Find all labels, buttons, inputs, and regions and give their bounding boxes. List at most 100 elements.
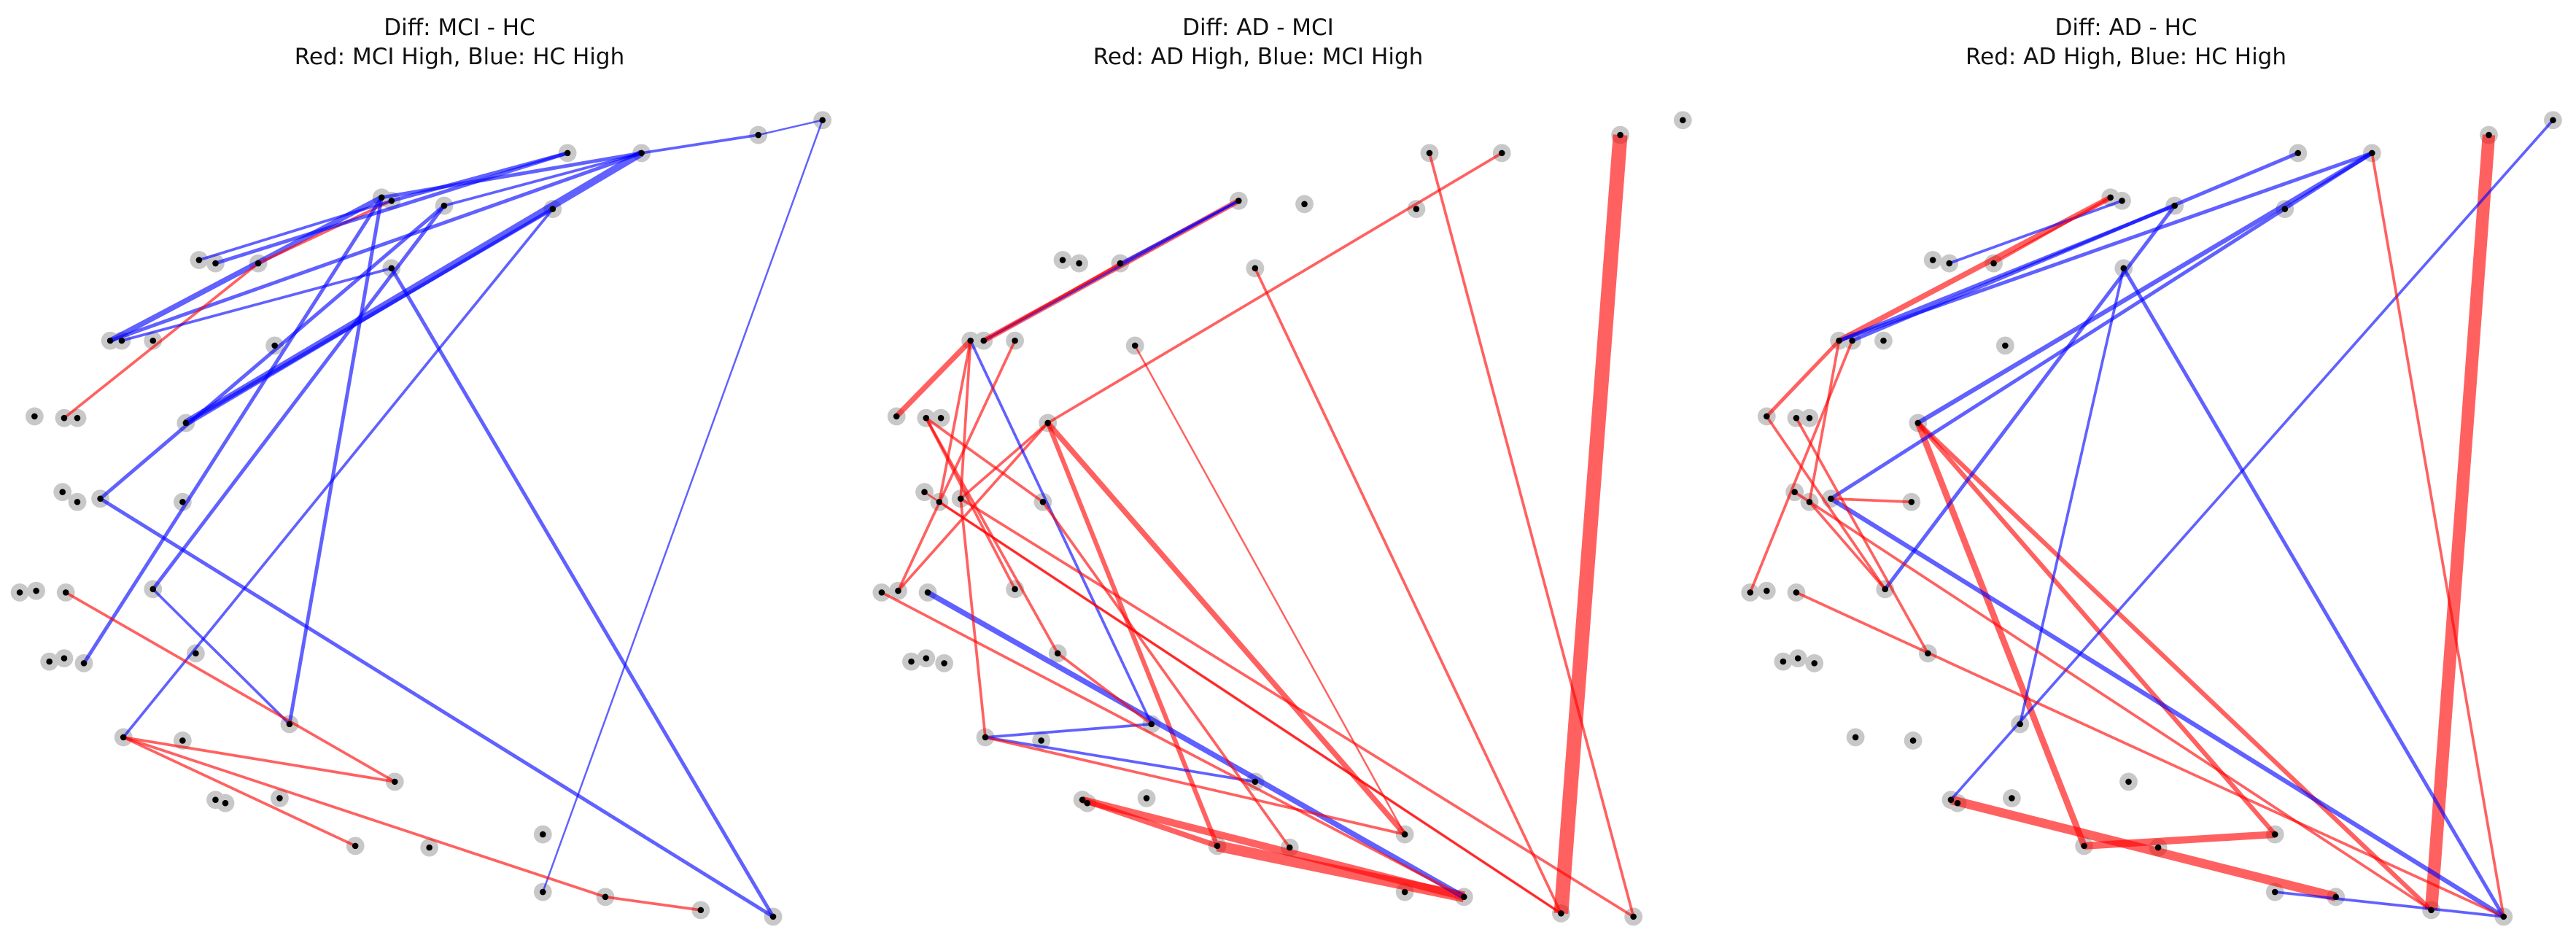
node xyxy=(936,498,943,505)
node xyxy=(2428,907,2435,914)
node xyxy=(426,844,432,851)
node xyxy=(2281,206,2289,212)
node xyxy=(74,498,81,505)
node xyxy=(1252,778,1259,785)
node xyxy=(1764,587,1770,594)
edge-blue xyxy=(152,588,291,726)
node xyxy=(1780,658,1787,665)
node xyxy=(755,131,762,139)
panel-title-ad-hc: Diff: AD - HC Red: AD High, Blue: HC Hig… xyxy=(1761,13,2491,71)
edge-red xyxy=(1808,340,1841,502)
node xyxy=(1747,589,1754,596)
node xyxy=(1558,910,1564,917)
edge-blue xyxy=(1950,119,2554,801)
node xyxy=(2271,888,2278,896)
edge-red xyxy=(959,340,972,499)
node xyxy=(941,660,947,667)
edge-red xyxy=(1254,268,1563,915)
edge-blue xyxy=(121,267,392,342)
edge-red xyxy=(2084,831,2276,850)
edge-red xyxy=(1914,422,2087,847)
node xyxy=(33,587,39,594)
edge-blue xyxy=(2122,267,2505,918)
node xyxy=(1947,796,1955,803)
node xyxy=(2017,721,2023,728)
node xyxy=(1990,260,1997,267)
node xyxy=(1131,342,1138,349)
node xyxy=(1908,498,1915,505)
node xyxy=(923,655,930,661)
edge-red xyxy=(982,262,1121,342)
edge-red xyxy=(1796,591,2505,918)
node xyxy=(1794,655,1801,661)
node xyxy=(982,734,989,741)
node xyxy=(2294,150,2302,157)
node xyxy=(2119,198,2125,204)
node xyxy=(1882,586,1889,593)
edge-blue xyxy=(443,152,643,207)
node xyxy=(179,498,186,505)
node xyxy=(967,337,974,344)
edge-red xyxy=(1916,421,2433,912)
edge-red xyxy=(1041,501,1291,849)
node xyxy=(1143,795,1150,802)
edge-red xyxy=(1134,345,1406,835)
edge-blue xyxy=(542,120,823,893)
node xyxy=(2550,117,2556,124)
node xyxy=(1012,337,1018,344)
edge-red xyxy=(1057,652,1152,726)
edge-red xyxy=(1831,497,1912,504)
node xyxy=(1401,888,1408,896)
graph-panel-1 xyxy=(872,111,1692,926)
node xyxy=(895,587,901,594)
node xyxy=(602,893,609,901)
node xyxy=(61,414,68,422)
node xyxy=(61,655,68,661)
node xyxy=(97,495,104,502)
edge-red xyxy=(123,736,606,899)
node xyxy=(1925,650,1931,657)
node xyxy=(1044,419,1051,427)
node xyxy=(1039,498,1047,505)
edge-red xyxy=(1045,422,1219,847)
node xyxy=(1811,660,1818,667)
node xyxy=(924,589,931,596)
node xyxy=(1806,414,1813,422)
node xyxy=(1836,337,1842,344)
node xyxy=(212,260,219,267)
node xyxy=(179,737,186,744)
edge-red xyxy=(1950,795,2338,901)
node xyxy=(1793,589,1800,596)
node xyxy=(1301,201,1308,208)
node xyxy=(2271,831,2278,838)
node xyxy=(16,589,23,596)
node xyxy=(878,589,885,596)
node xyxy=(1076,260,1082,267)
node xyxy=(2369,150,2375,157)
node xyxy=(923,414,930,422)
node xyxy=(222,799,229,807)
edge-red xyxy=(960,497,1634,918)
node xyxy=(1828,495,1834,502)
node xyxy=(46,658,53,665)
edge-red xyxy=(923,491,1562,915)
node xyxy=(921,489,928,495)
edge-blue xyxy=(758,119,823,136)
node xyxy=(1806,498,1813,505)
edge-blue xyxy=(1851,151,2299,343)
panel-title-mci-hc: Diff: MCI - HC Red: MCI High, Blue: HC H… xyxy=(95,13,824,71)
node xyxy=(2125,778,2132,785)
edge-blue xyxy=(985,736,1256,783)
edge-blue xyxy=(1120,199,1240,265)
node xyxy=(1286,844,1293,851)
edge-red xyxy=(1765,339,1841,418)
node xyxy=(1630,913,1637,920)
edge-red xyxy=(1045,421,1407,837)
panel-title-line2: Red: AD High, Blue: MCI High xyxy=(1093,44,1424,70)
node xyxy=(74,414,81,422)
edge-blue xyxy=(985,723,1152,739)
node xyxy=(1791,489,1798,495)
edge-red xyxy=(959,422,1049,500)
edge-blue xyxy=(926,590,1466,900)
